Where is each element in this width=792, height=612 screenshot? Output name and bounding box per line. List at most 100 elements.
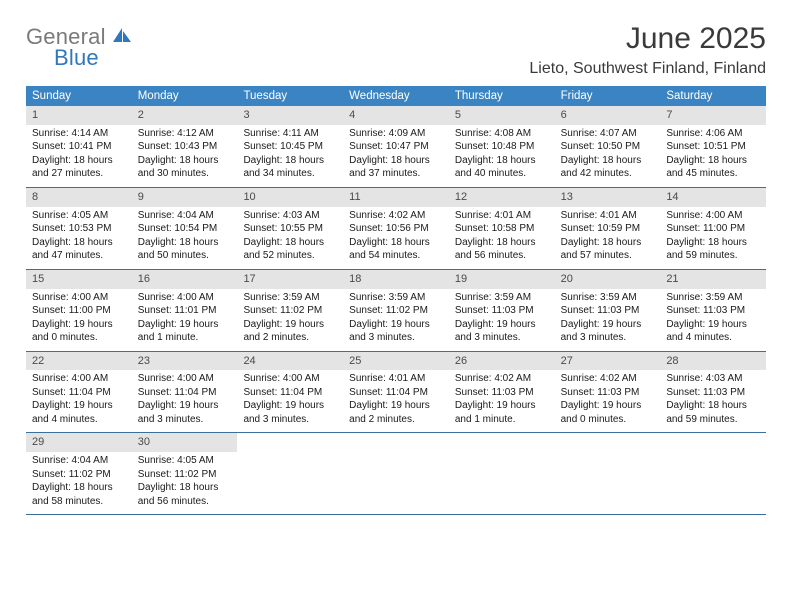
sunrise-text: Sunrise: 4:00 AM <box>243 372 337 386</box>
day-cell: 10Sunrise: 4:03 AMSunset: 10:55 PMDaylig… <box>237 188 343 269</box>
day-cell-empty <box>449 433 555 514</box>
day-cell: 11Sunrise: 4:02 AMSunset: 10:56 PMDaylig… <box>343 188 449 269</box>
week-row: 22Sunrise: 4:00 AMSunset: 11:04 PMDaylig… <box>26 352 766 434</box>
day-number: 18 <box>343 270 449 289</box>
sunrise-text: Sunrise: 3:59 AM <box>349 291 443 305</box>
day-cell: 13Sunrise: 4:01 AMSunset: 10:59 PMDaylig… <box>555 188 661 269</box>
sunset-text: Sunset: 11:02 PM <box>138 468 232 482</box>
sunrise-text: Sunrise: 4:00 AM <box>138 291 232 305</box>
day-cell: 18Sunrise: 3:59 AMSunset: 11:02 PMDaylig… <box>343 270 449 351</box>
daylight-text: Daylight: 18 hours and 59 minutes. <box>666 236 760 263</box>
day-number: 24 <box>237 352 343 371</box>
week-row: 8Sunrise: 4:05 AMSunset: 10:53 PMDayligh… <box>26 188 766 270</box>
day-body: Sunrise: 3:59 AMSunset: 11:03 PMDaylight… <box>660 289 766 351</box>
day-number: 1 <box>26 106 132 125</box>
daylight-text: Daylight: 18 hours and 40 minutes. <box>455 154 549 181</box>
day-cell: 14Sunrise: 4:00 AMSunset: 11:00 PMDaylig… <box>660 188 766 269</box>
day-number: 7 <box>660 106 766 125</box>
day-body: Sunrise: 4:05 AMSunset: 10:53 PMDaylight… <box>26 207 132 269</box>
sunset-text: Sunset: 10:45 PM <box>243 140 337 154</box>
daylight-text: Daylight: 18 hours and 37 minutes. <box>349 154 443 181</box>
day-cell: 8Sunrise: 4:05 AMSunset: 10:53 PMDayligh… <box>26 188 132 269</box>
sunrise-text: Sunrise: 4:04 AM <box>32 454 126 468</box>
day-cell: 25Sunrise: 4:01 AMSunset: 11:04 PMDaylig… <box>343 352 449 433</box>
day-number: 21 <box>660 270 766 289</box>
sunrise-text: Sunrise: 3:59 AM <box>666 291 760 305</box>
sunset-text: Sunset: 10:53 PM <box>32 222 126 236</box>
sunset-text: Sunset: 11:00 PM <box>32 304 126 318</box>
daylight-text: Daylight: 19 hours and 4 minutes. <box>666 318 760 345</box>
day-number: 23 <box>132 352 238 371</box>
sunrise-text: Sunrise: 4:00 AM <box>32 291 126 305</box>
day-body: Sunrise: 4:00 AMSunset: 11:00 PMDaylight… <box>660 207 766 269</box>
sunset-text: Sunset: 11:01 PM <box>138 304 232 318</box>
daylight-text: Daylight: 19 hours and 0 minutes. <box>32 318 126 345</box>
weekday-header: Saturday <box>660 86 766 106</box>
sunset-text: Sunset: 11:03 PM <box>561 304 655 318</box>
sunset-text: Sunset: 10:59 PM <box>561 222 655 236</box>
weekday-header: Sunday <box>26 86 132 106</box>
week-row: 15Sunrise: 4:00 AMSunset: 11:00 PMDaylig… <box>26 270 766 352</box>
sunrise-text: Sunrise: 3:59 AM <box>455 291 549 305</box>
day-cell: 21Sunrise: 3:59 AMSunset: 11:03 PMDaylig… <box>660 270 766 351</box>
day-body: Sunrise: 4:14 AMSunset: 10:41 PMDaylight… <box>26 125 132 187</box>
sunrise-text: Sunrise: 4:02 AM <box>455 372 549 386</box>
day-cell: 3Sunrise: 4:11 AMSunset: 10:45 PMDayligh… <box>237 106 343 187</box>
day-number <box>449 433 555 452</box>
day-number <box>555 433 661 452</box>
daylight-text: Daylight: 18 hours and 56 minutes. <box>138 481 232 508</box>
sunset-text: Sunset: 11:04 PM <box>138 386 232 400</box>
sail-icon <box>113 31 133 48</box>
sunrise-text: Sunrise: 4:12 AM <box>138 127 232 141</box>
weekday-header-row: SundayMondayTuesdayWednesdayThursdayFrid… <box>26 86 766 106</box>
day-cell: 4Sunrise: 4:09 AMSunset: 10:47 PMDayligh… <box>343 106 449 187</box>
logo-text-blue: Blue <box>54 47 133 69</box>
day-number: 19 <box>449 270 555 289</box>
calendar-page: General Blue June 2025 Lieto, Southwest … <box>0 0 792 515</box>
sunset-text: Sunset: 10:58 PM <box>455 222 549 236</box>
sunrise-text: Sunrise: 4:05 AM <box>32 209 126 223</box>
daylight-text: Daylight: 19 hours and 3 minutes. <box>455 318 549 345</box>
weekday-header: Friday <box>555 86 661 106</box>
page-header: General Blue June 2025 Lieto, Southwest … <box>26 22 766 78</box>
daylight-text: Daylight: 19 hours and 2 minutes. <box>243 318 337 345</box>
day-body: Sunrise: 4:04 AMSunset: 11:02 PMDaylight… <box>26 452 132 514</box>
daylight-text: Daylight: 18 hours and 30 minutes. <box>138 154 232 181</box>
day-cell: 30Sunrise: 4:05 AMSunset: 11:02 PMDaylig… <box>132 433 238 514</box>
day-number: 4 <box>343 106 449 125</box>
sunset-text: Sunset: 10:55 PM <box>243 222 337 236</box>
sunset-text: Sunset: 10:51 PM <box>666 140 760 154</box>
day-number: 6 <box>555 106 661 125</box>
day-cell: 12Sunrise: 4:01 AMSunset: 10:58 PMDaylig… <box>449 188 555 269</box>
sunrise-text: Sunrise: 4:00 AM <box>666 209 760 223</box>
sunset-text: Sunset: 10:56 PM <box>349 222 443 236</box>
sunrise-text: Sunrise: 4:03 AM <box>243 209 337 223</box>
day-number: 25 <box>343 352 449 371</box>
day-cell: 24Sunrise: 4:00 AMSunset: 11:04 PMDaylig… <box>237 352 343 433</box>
week-row: 1Sunrise: 4:14 AMSunset: 10:41 PMDayligh… <box>26 106 766 188</box>
day-number: 26 <box>449 352 555 371</box>
day-body: Sunrise: 4:09 AMSunset: 10:47 PMDaylight… <box>343 125 449 187</box>
day-body: Sunrise: 4:01 AMSunset: 10:58 PMDaylight… <box>449 207 555 269</box>
sunrise-text: Sunrise: 4:03 AM <box>666 372 760 386</box>
day-number: 5 <box>449 106 555 125</box>
weekday-header: Wednesday <box>343 86 449 106</box>
sunset-text: Sunset: 10:48 PM <box>455 140 549 154</box>
day-cell: 27Sunrise: 4:02 AMSunset: 11:03 PMDaylig… <box>555 352 661 433</box>
day-cell: 23Sunrise: 4:00 AMSunset: 11:04 PMDaylig… <box>132 352 238 433</box>
day-cell: 29Sunrise: 4:04 AMSunset: 11:02 PMDaylig… <box>26 433 132 514</box>
day-cell-empty <box>237 433 343 514</box>
day-number <box>237 433 343 452</box>
sunrise-text: Sunrise: 4:06 AM <box>666 127 760 141</box>
day-body: Sunrise: 3:59 AMSunset: 11:03 PMDaylight… <box>449 289 555 351</box>
day-body: Sunrise: 4:12 AMSunset: 10:43 PMDaylight… <box>132 125 238 187</box>
day-body: Sunrise: 4:01 AMSunset: 11:04 PMDaylight… <box>343 370 449 432</box>
day-body: Sunrise: 4:00 AMSunset: 11:01 PMDaylight… <box>132 289 238 351</box>
day-cell: 1Sunrise: 4:14 AMSunset: 10:41 PMDayligh… <box>26 106 132 187</box>
sunset-text: Sunset: 11:00 PM <box>666 222 760 236</box>
daylight-text: Daylight: 19 hours and 3 minutes. <box>243 399 337 426</box>
daylight-text: Daylight: 18 hours and 34 minutes. <box>243 154 337 181</box>
day-number: 29 <box>26 433 132 452</box>
day-body: Sunrise: 4:06 AMSunset: 10:51 PMDaylight… <box>660 125 766 187</box>
day-cell: 20Sunrise: 3:59 AMSunset: 11:03 PMDaylig… <box>555 270 661 351</box>
